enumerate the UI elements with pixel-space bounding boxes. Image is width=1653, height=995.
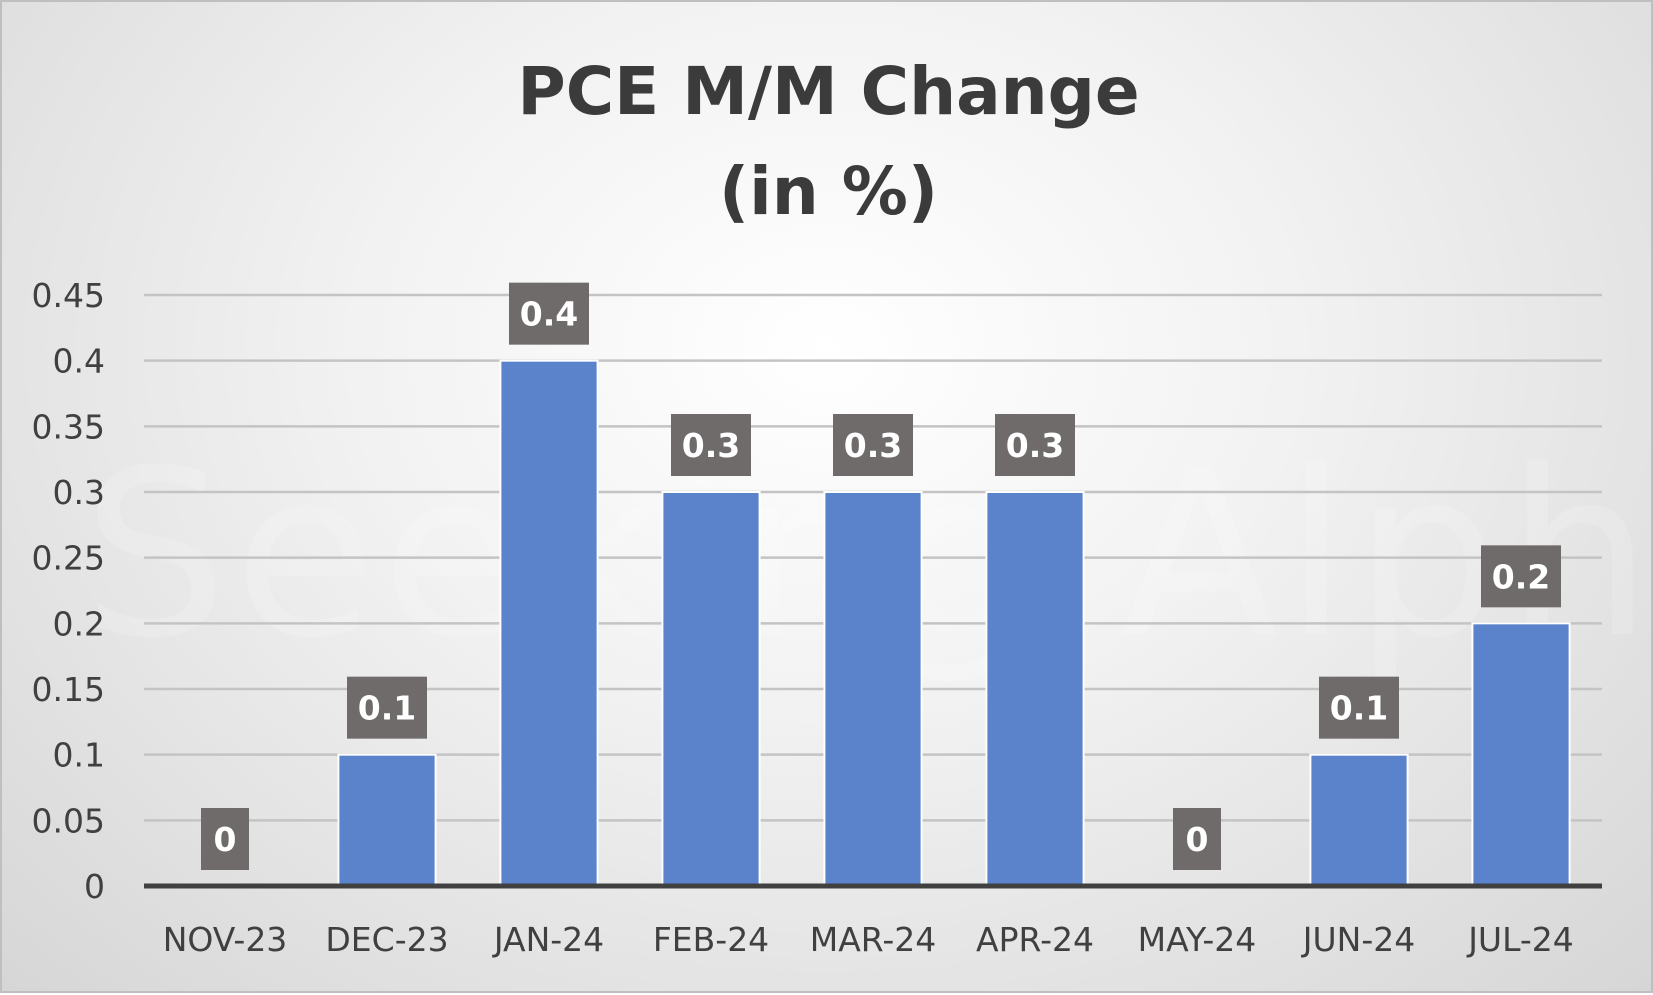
data-label: 0 bbox=[1186, 820, 1209, 859]
bar-jan-24 bbox=[499, 359, 599, 887]
bar-jul-24 bbox=[1471, 622, 1571, 887]
x-category-label: JUL-24 bbox=[1466, 920, 1574, 959]
data-label-box bbox=[995, 414, 1075, 476]
x-category-label: APR-24 bbox=[976, 920, 1094, 959]
bar-apr-24 bbox=[985, 491, 1085, 887]
y-tick-label: 0.15 bbox=[32, 670, 105, 709]
data-label-box bbox=[1481, 545, 1561, 608]
x-category-label: JAN-24 bbox=[492, 920, 604, 959]
x-category-label: NOV-23 bbox=[163, 920, 288, 959]
data-label-box bbox=[1319, 676, 1399, 739]
y-tick-label: 0.05 bbox=[32, 801, 105, 840]
data-label-box bbox=[509, 282, 589, 345]
data-label: 0.2 bbox=[1492, 557, 1550, 596]
bar-dec-23 bbox=[337, 753, 437, 888]
data-label: 0.3 bbox=[682, 426, 740, 465]
chart-title-line-2: (in %) bbox=[718, 153, 939, 230]
x-category-label: MAR-24 bbox=[810, 920, 937, 959]
data-label-box bbox=[347, 676, 427, 739]
data-label: 0.1 bbox=[1330, 689, 1388, 728]
bar-jun-24 bbox=[1309, 753, 1409, 888]
data-label: 0.4 bbox=[520, 295, 578, 334]
y-tick-label: 0.4 bbox=[53, 342, 105, 381]
x-category-label: DEC-23 bbox=[325, 920, 448, 959]
data-label-box bbox=[671, 414, 751, 476]
data-label-box bbox=[201, 808, 249, 870]
data-label: 0.1 bbox=[358, 689, 416, 728]
x-category-label: JUN-24 bbox=[1301, 920, 1415, 959]
y-axis-ticks: 0 0.05 0.1 0.15 0.2 0.25 0.3 0.35 0.4 0.45 bbox=[32, 276, 105, 906]
x-category-label: FEB-24 bbox=[653, 920, 769, 959]
data-label-box bbox=[833, 414, 913, 476]
x-category-label: MAY-24 bbox=[1138, 920, 1257, 959]
y-tick-label: 0 bbox=[84, 867, 105, 906]
chart-title-line-1: PCE M/M Change bbox=[517, 53, 1140, 130]
data-label-box bbox=[1173, 808, 1221, 870]
x-axis-categories: NOV-23 DEC-23 JAN-24 FEB-24 MAR-24 APR-24 MAY-… bbox=[163, 920, 1574, 959]
data-label: 0.3 bbox=[1006, 426, 1064, 465]
data-label: 0.3 bbox=[844, 426, 902, 465]
bars bbox=[337, 359, 1571, 888]
y-tick-label: 0.35 bbox=[32, 407, 105, 446]
bar-mar-24 bbox=[823, 491, 923, 887]
y-tick-label: 0.25 bbox=[32, 539, 105, 578]
data-labels: 0 0.1 0.4 0.3 0.3 0.3 0 0.1 0.2 bbox=[201, 282, 1561, 870]
data-label: 0 bbox=[214, 820, 237, 859]
y-tick-label: 0.45 bbox=[32, 276, 105, 315]
bar-feb-24 bbox=[661, 491, 761, 887]
y-tick-label: 0.3 bbox=[53, 473, 105, 512]
y-tick-label: 0.2 bbox=[53, 604, 105, 643]
chart-title: PCE M/M Change (in %) bbox=[2, 42, 1653, 242]
y-tick-label: 0.1 bbox=[53, 736, 105, 775]
